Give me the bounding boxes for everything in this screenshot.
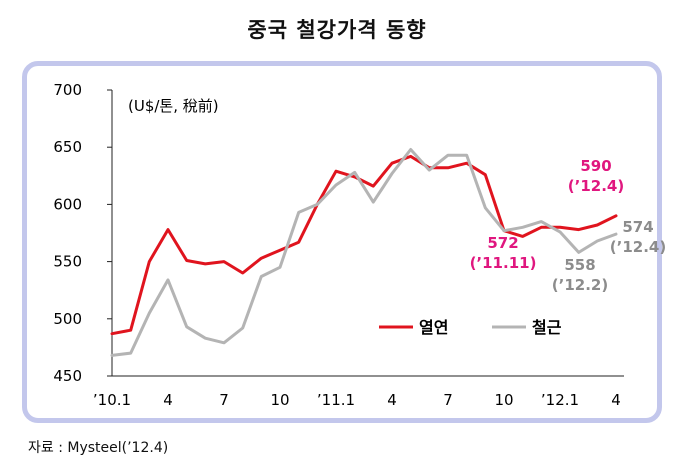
y-tick-label: 600 (53, 195, 82, 213)
source-note: 자료 : Mysteel(’12.4) (28, 440, 169, 456)
y-tick-label: 550 (53, 253, 82, 271)
x-tick-label: ’12.1 (541, 391, 579, 409)
annotation-date: (’12.4) (568, 177, 624, 195)
x-tick-label: 4 (611, 391, 621, 409)
x-tick-label: 4 (163, 391, 173, 409)
x-tick-label: ’10.1 (93, 391, 131, 409)
y-tick-label: 650 (53, 138, 82, 156)
chart-frame (22, 61, 662, 423)
x-tick-label: 10 (494, 391, 513, 409)
x-tick-label: 10 (270, 391, 289, 409)
annotation-date: (’12.4) (610, 238, 666, 256)
annotation-date: (’11.11) (470, 254, 537, 272)
x-tick-label: 4 (387, 391, 397, 409)
unit-label: (U$/톤, 稅前) (128, 97, 219, 115)
chart-title: 중국 철강가격 동향 (247, 18, 427, 42)
x-tick-label: ’11.1 (317, 391, 355, 409)
x-tick-label: 7 (443, 391, 453, 409)
y-tick-label: 700 (53, 81, 82, 99)
annotation-value: 574 (622, 218, 653, 236)
x-tick-label: 7 (219, 391, 229, 409)
annotation-value: 590 (580, 157, 611, 175)
legend-label-철근: 철근 (532, 318, 562, 337)
annotation-value: 558 (564, 256, 595, 274)
series-line-철근 (110, 148, 618, 357)
y-tick-label: 500 (53, 310, 82, 328)
annotation-date: (’12.2) (552, 276, 608, 294)
y-tick-label: 450 (53, 367, 82, 385)
legend-label-열연: 열연 (419, 318, 448, 337)
annotation-value: 572 (487, 234, 518, 252)
series-line-열연 (110, 154, 618, 336)
